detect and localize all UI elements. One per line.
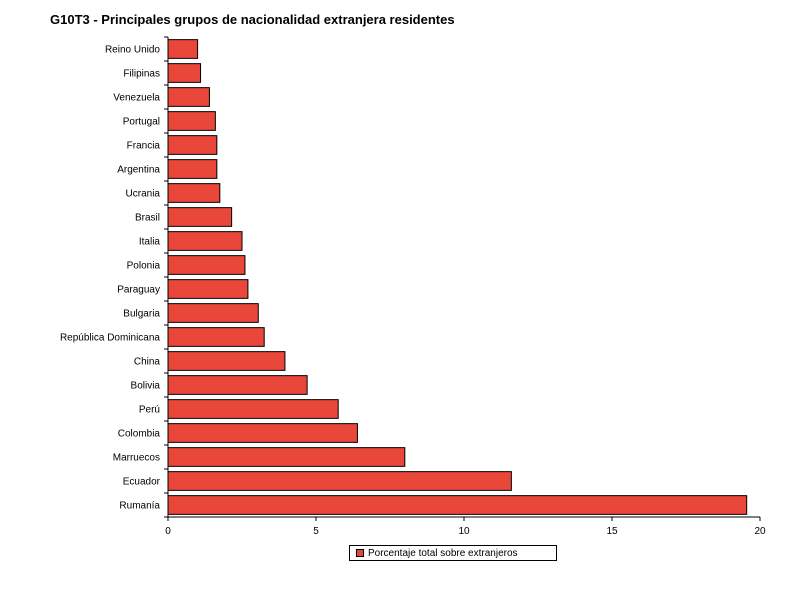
bar-per- [167, 399, 339, 419]
bar-marruecos [167, 447, 406, 467]
bar-reino-unido [167, 39, 199, 59]
legend: Porcentaje total sobre extranjeros [349, 545, 557, 561]
x-tick-label: 10 [458, 526, 470, 537]
x-tick-label: 15 [606, 526, 618, 537]
category-label: Rumanía [119, 501, 160, 512]
bar-ecuador [167, 471, 512, 491]
category-label: China [134, 357, 161, 368]
category-label: República Dominicana [60, 333, 160, 344]
category-label: Ucrania [126, 189, 161, 200]
category-label: Venezuela [113, 93, 160, 104]
category-label: Marruecos [113, 453, 160, 464]
bar-italia [167, 231, 243, 251]
bar-venezuela [167, 87, 210, 107]
bar-bulgaria [167, 303, 259, 323]
bar-francia [167, 135, 218, 155]
category-label: Colombia [118, 429, 161, 440]
axis-layer [164, 36, 761, 521]
legend-swatch [356, 549, 364, 557]
x-tick-label: 20 [754, 526, 766, 537]
legend-label: Porcentaje total sobre extranjeros [368, 547, 518, 559]
category-label: Polonia [127, 261, 161, 272]
labels-layer: Reino Unido Filipinas Venezuela Portugal Fra… [60, 45, 766, 538]
bar-ruman-a [167, 495, 748, 515]
bar-ucrania [167, 183, 221, 203]
category-label: Bulgaria [123, 309, 160, 320]
bar-paraguay [167, 279, 249, 299]
bars-layer [167, 39, 748, 515]
category-label: Brasil [135, 213, 160, 224]
category-label: Argentina [117, 165, 160, 176]
bar-rep-blica-dominicana [167, 327, 265, 347]
bar-argentina [167, 159, 218, 179]
category-label: Ecuador [123, 477, 161, 488]
x-tick-label: 5 [313, 526, 319, 537]
category-label: Paraguay [117, 285, 160, 296]
category-label: Reino Unido [105, 45, 160, 56]
bar-filipinas [167, 63, 202, 83]
category-label: Portugal [123, 117, 160, 128]
category-label: Italia [139, 237, 161, 248]
category-label: Bolivia [131, 381, 161, 392]
chart-title: G10T3 - Principales grupos de nacionalid… [50, 12, 455, 27]
bar-colombia [167, 423, 358, 443]
bar-brasil [167, 207, 233, 227]
bar-bolivia [167, 375, 308, 395]
category-label: Francia [127, 141, 161, 152]
bar-china [167, 351, 286, 371]
category-label: Filipinas [123, 69, 160, 80]
bar-polonia [167, 255, 246, 275]
category-label: Perú [139, 405, 160, 416]
bar-portugal [167, 111, 216, 131]
x-tick-label: 0 [165, 526, 171, 537]
